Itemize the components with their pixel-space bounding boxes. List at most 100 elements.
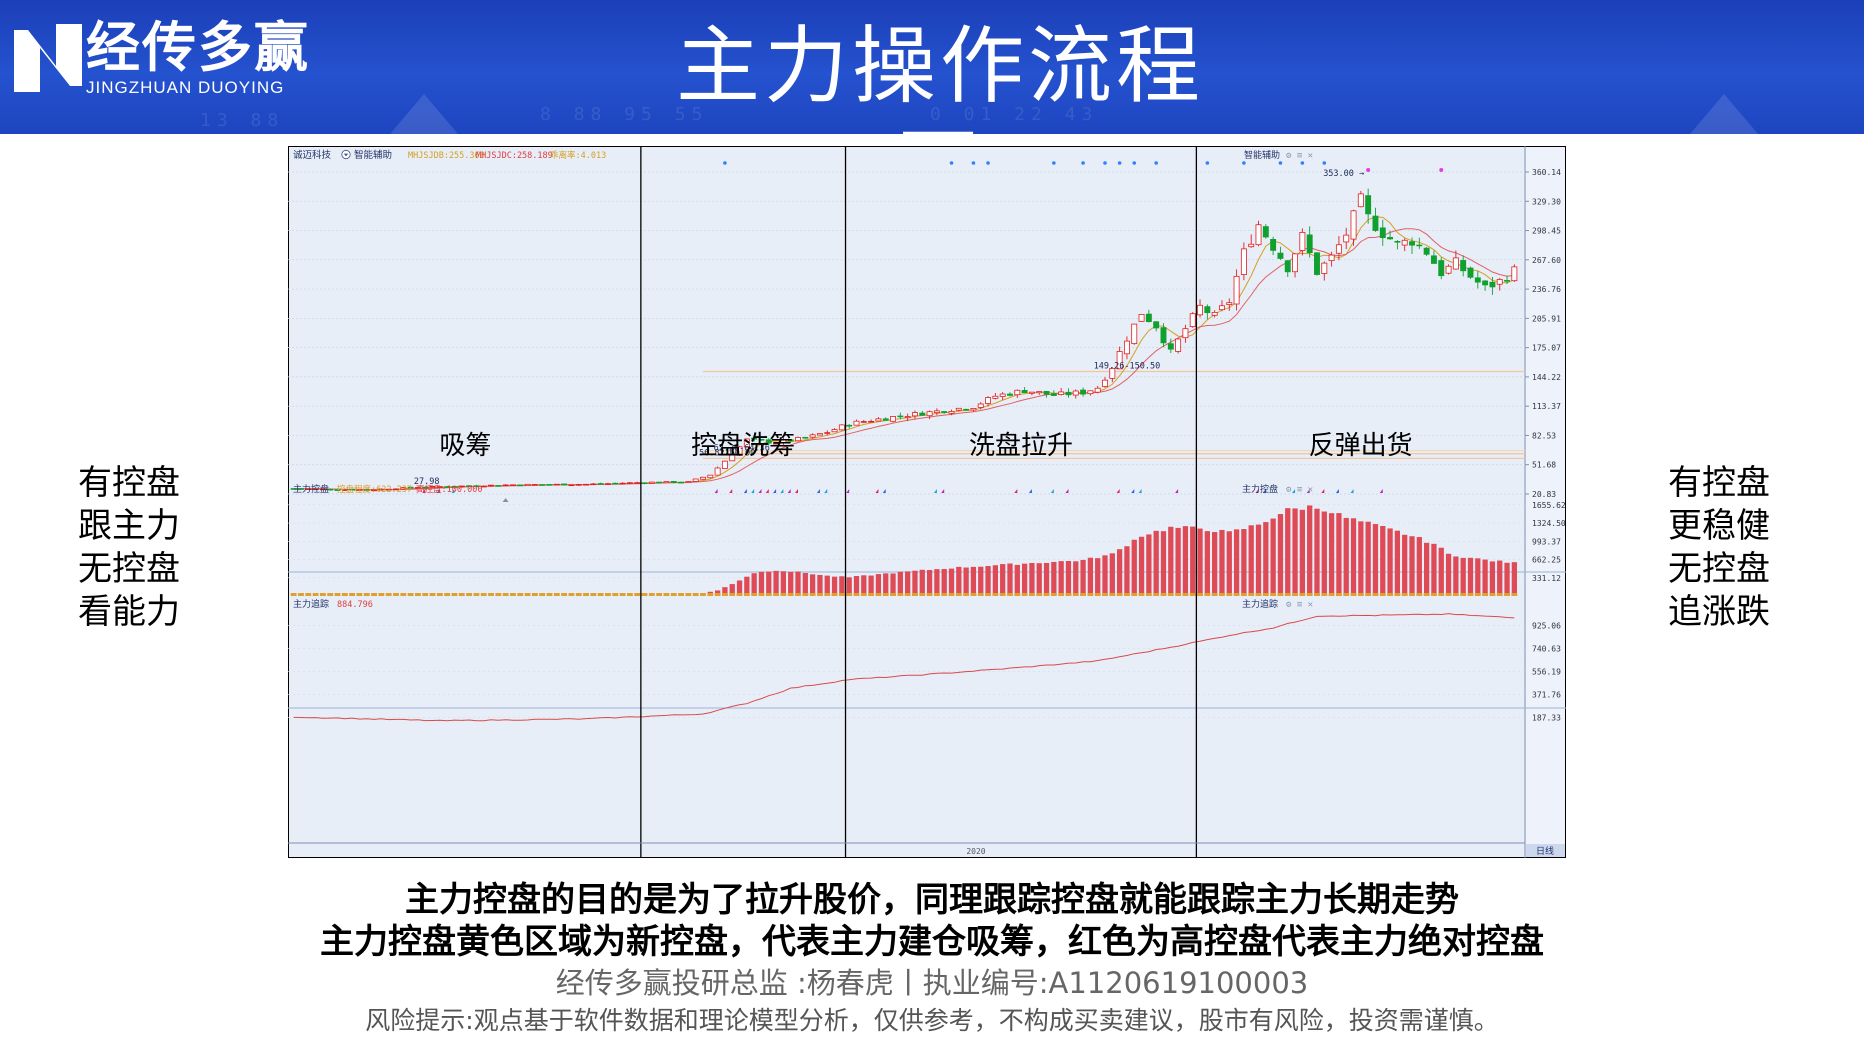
control-base-bar [1350,593,1357,596]
panel-controls[interactable]: ⚙ ≡ ✕ [1285,485,1313,495]
panel-controls[interactable]: ⚙ ≡ ✕ [1285,600,1313,610]
candle-body [1496,279,1503,285]
candle-body [999,393,1006,397]
control-bar [926,570,933,596]
candle-body [305,488,312,491]
candle-body [1043,390,1050,395]
candle-body [1197,304,1203,316]
control-bar [1445,553,1452,596]
candle-body [685,481,692,484]
control-bar [868,575,874,596]
control-base-bar [999,593,1006,596]
candle-body [488,484,494,487]
signal-dot [1439,168,1444,172]
candle-body [583,483,589,486]
control-base-bar [1262,593,1269,596]
toolbar-label[interactable]: 智能辅助 [354,149,392,161]
signal-flag [882,489,886,493]
control-base-bar [729,593,736,596]
control-bar [1387,528,1393,596]
control-bar [1036,563,1042,596]
left-panel-line: 跟主力 [78,506,180,546]
control-base-bar [473,593,480,596]
candle-body [846,424,853,427]
candle-body [692,478,699,482]
candle-body [824,432,831,434]
control-bar [1255,524,1262,596]
control-base-bar [955,593,962,596]
control-base-bar [590,593,597,596]
control-bar [1204,531,1210,596]
control-base-bar [1072,593,1079,596]
control-bar [1182,526,1189,596]
control-base-bar [458,593,465,596]
control-base-bar [517,593,524,596]
left-panel-line: 无控盘 [78,549,180,589]
candle-body [1072,390,1079,396]
control-base-bar [597,593,604,596]
panel3-title: 主力追踪 [1242,598,1278,610]
panel-controls[interactable]: ⚙ ≡ ✕ [1285,151,1313,161]
control-bar [875,574,882,596]
control-base-bar [1189,593,1196,596]
right-panel-line: 无控盘 [1668,549,1770,589]
panel3-tick-label: 187.33 [1532,713,1561,722]
control-bar [1021,563,1028,596]
period-label[interactable]: 日线 [1536,845,1554,857]
candle-body [1219,305,1225,311]
candle-body [1270,238,1277,251]
control-bar [1051,561,1057,596]
control-base-bar [1124,593,1130,596]
candle-body [319,488,326,491]
control-base-bar [605,593,611,596]
signal-dot [1132,161,1137,165]
panel3-tick-label: 925.06 [1532,621,1561,630]
candle-body [1014,389,1021,396]
control-base-bar [1306,593,1313,596]
control-bar [883,573,889,596]
candle-body [897,415,904,418]
candle-body [992,395,999,399]
control-base-bar [1153,593,1160,596]
candle-body [1489,281,1496,288]
control-bars [290,505,1518,596]
price-tick-label: 144.22 [1532,373,1561,382]
candle-body [509,484,516,487]
control-base-bar [1314,593,1320,596]
candlestick-series [290,188,1518,492]
header-deco-triangle [390,94,458,134]
period-tab[interactable] [1526,844,1565,857]
control-base-bar [312,593,319,596]
control-bar [809,574,816,596]
control-bar [948,568,955,596]
control-base-bar [758,593,765,596]
candle-body [890,416,896,422]
control-base-bar [414,593,421,596]
candle-body [393,488,399,491]
control-bar [1358,521,1364,596]
control-base-bar [451,593,458,596]
control-base-bar [1277,593,1284,596]
header-banner: 8 88 95 55 0 01 22 43 13 88 经传多赢 JINGZHU… [0,0,1864,134]
control-base-bar [1138,593,1145,596]
control-base-bar [1226,593,1233,596]
panel2-legend: 高控盘:100.000 [416,484,482,495]
control-base-bar [1379,593,1386,596]
candle-body [349,488,356,491]
candle-body [1299,232,1306,251]
candle-body [1438,260,1445,277]
stock-chart[interactable]: 360.14 329.30 298.45 267.60 236.76 205.91 175.… [288,146,1566,858]
candle-body [1153,321,1160,329]
control-bar [1212,532,1218,596]
control-base-bar [495,593,502,596]
candle-body [1277,252,1284,259]
control-base-bar [290,593,297,596]
control-base-bar [1452,593,1459,596]
control-base-bar [853,593,860,596]
signal-flag [714,489,718,493]
control-base-bar [1145,593,1152,596]
control-bar [1402,534,1408,596]
control-bar [978,566,984,596]
control-base-bar [349,593,356,596]
control-bar [861,575,867,596]
